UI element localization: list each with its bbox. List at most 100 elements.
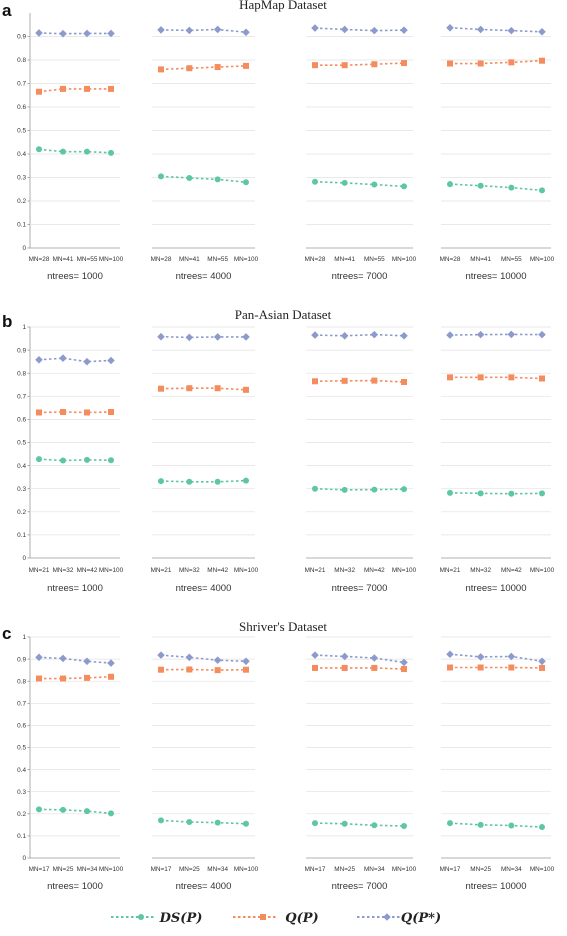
legend-label: DS(P) [159,911,203,926]
point-qs [311,24,319,32]
point-q [36,409,42,416]
y-tick-label: 0.9 [17,656,26,663]
series-line-qs [38,656,112,664]
series-line-q [450,376,543,380]
point-qs [538,330,546,339]
subplot-3: MN=17 MN=25 MN=34 MN=100 ntrees= 7000 [305,636,417,892]
ntrees-label: ntrees= 7000 [332,583,388,594]
series-line-ds [38,458,112,462]
point-qs [507,330,516,339]
point-ds [312,820,318,827]
point-q [401,666,407,673]
point-qs [59,29,67,38]
point-ds [371,181,378,188]
point-qs [59,654,67,663]
point-qs [370,26,379,35]
y-tick-label: 0.5 [17,440,26,447]
x-tick-label: MN=100 [530,866,555,873]
point-qs [185,653,194,662]
ntrees-label: ntrees= 10000 [465,583,526,594]
point-q [36,88,42,95]
ntrees-label: ntrees= 1000 [47,881,103,892]
point-q [158,666,164,673]
point-ds [341,179,348,186]
ntrees-label: ntrees= 4000 [176,583,232,594]
point-ds [508,184,515,191]
point-qs [476,653,485,661]
point-qs [538,28,546,36]
point-qs [400,26,408,34]
point-qs [83,29,91,38]
point-q [36,675,42,682]
x-tick-label: MN=41 [334,256,355,263]
series-line-ds [38,808,112,815]
ntrees-label: ntrees= 4000 [176,271,232,282]
point-qs [107,356,115,365]
point-q [477,374,484,381]
x-tick-label: MN=100 [234,256,259,263]
x-tick-label: MN=41 [179,256,200,263]
point-q [60,85,66,92]
panel-c: c Shriver's Dataset 0 0.1 0.2 0.3 0.4 0.5 0.6 0.7… [2,619,555,892]
series-line-q [450,59,543,65]
series-line-qs [449,333,543,336]
series-line-qs [314,27,405,32]
point-q [341,62,348,69]
series-line-ds [160,819,247,825]
x-tick-label: MN=34 [501,866,522,873]
point-qs [476,25,485,34]
point-ds [214,478,221,485]
x-tick-label: MN=17 [29,866,50,873]
point-q [243,62,249,69]
point-ds [214,176,221,183]
panel-letter: a [2,1,12,20]
y-tick-label: 0.6 [17,417,26,424]
point-ds [477,821,484,828]
point-qs [476,330,485,339]
x-tick-label: MN=100 [392,866,417,873]
point-qs [157,651,165,659]
point-ds [312,485,318,492]
series-line-q [160,387,247,391]
y-tick-label: 0.4 [17,463,26,470]
series-line-q [160,668,247,671]
x-tick-label: MN=28 [29,256,50,263]
point-ds [84,808,90,815]
point-qs [446,650,454,659]
point-q [108,85,114,92]
subplot-1: MN=21 MN=32 MN=42 MN=100 ntrees= 1000 [29,326,124,594]
y-tick-label: 0.7 [17,701,26,708]
point-q [371,377,378,384]
x-tick-label: MN=100 [530,567,555,574]
series-line-qs [38,32,111,35]
x-tick-label: MN=100 [530,256,555,263]
point-ds [447,820,453,827]
series-line-q [315,667,405,670]
ntrees-label: ntrees= 10000 [465,881,526,892]
ntrees-label: ntrees= 1000 [47,583,103,594]
subplot-1: MN=17 MN=25 MN=34 MN=100 ntrees= 1000 [29,636,124,892]
y-tick-label: 0 [22,555,26,562]
point-q [84,409,90,416]
x-tick-label: MN=28 [440,256,461,263]
point-ds [36,456,42,463]
point-ds [477,182,484,189]
y-tick-label: 0.2 [17,198,26,205]
point-ds [186,174,193,181]
ntrees-label: ntrees= 7000 [332,271,388,282]
x-tick-label: MN=32 [470,567,491,574]
point-qs [185,26,194,35]
x-tick-label: MN=42 [207,567,228,574]
series-line-ds [449,492,543,495]
point-ds [84,456,90,463]
series-line-ds [160,479,247,483]
point-qs [213,656,222,665]
point-q [312,664,318,671]
series-line-qs [160,654,247,663]
point-qs [107,29,115,38]
point-ds [401,486,407,493]
point-ds [508,822,515,829]
y-tick-label: 0 [22,855,26,862]
x-tick-label: MN=25 [334,866,355,873]
point-ds [371,486,378,493]
